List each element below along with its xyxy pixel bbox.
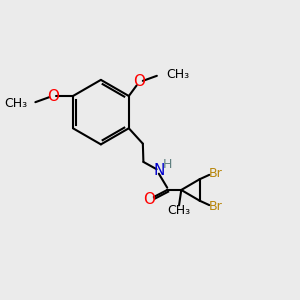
Text: Br: Br <box>208 167 222 180</box>
Text: O: O <box>134 74 146 89</box>
Text: O: O <box>144 192 156 207</box>
Text: H: H <box>163 158 172 171</box>
Text: CH₃: CH₃ <box>4 97 27 110</box>
Text: Br: Br <box>208 200 222 213</box>
Text: CH₃: CH₃ <box>166 68 189 82</box>
Text: N: N <box>153 163 164 178</box>
Text: CH₃: CH₃ <box>167 204 190 217</box>
Text: O: O <box>47 88 59 104</box>
